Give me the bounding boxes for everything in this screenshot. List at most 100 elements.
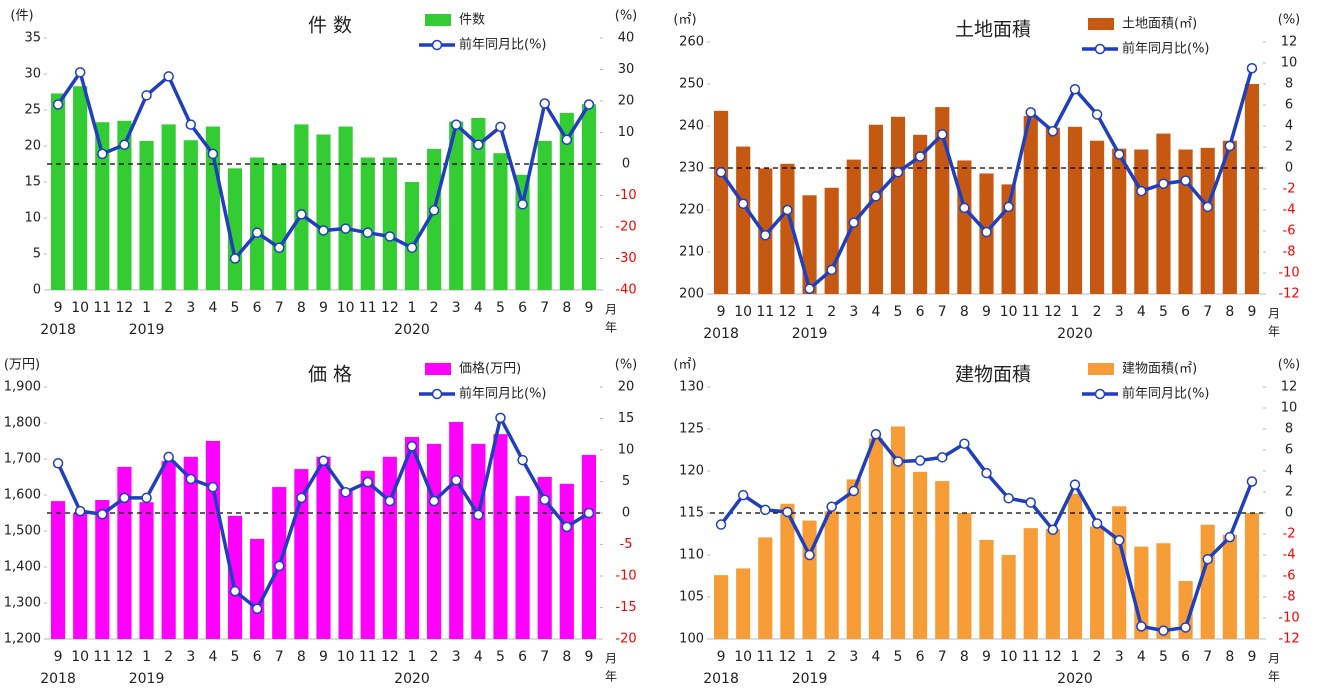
bar <box>1112 148 1127 294</box>
x-tick-label: 8 <box>297 300 306 316</box>
legend-label: 前年同月比(%) <box>459 37 547 53</box>
x-tick-label: 1 <box>408 300 417 316</box>
bar <box>404 182 420 290</box>
x-tick-label: 2 <box>1093 304 1102 320</box>
line-marker <box>870 429 882 440</box>
x-tick-label: 9 <box>1247 649 1256 665</box>
x-tick-label: 10 <box>71 649 89 665</box>
y-tick-label: 110 <box>679 548 704 563</box>
legend-marker <box>431 388 443 400</box>
x-group-label: 2019 <box>129 322 165 338</box>
line-marker <box>1047 126 1059 137</box>
line-marker <box>1091 109 1103 120</box>
legend-swatch <box>425 14 451 26</box>
legend-swatch <box>1088 18 1114 30</box>
y2-tick-label: 0 <box>622 157 630 172</box>
bar <box>493 434 508 639</box>
x-tick-label: 3 <box>849 304 858 320</box>
y2-unit: (%) <box>1278 358 1301 373</box>
line-marker <box>362 476 373 488</box>
line-marker <box>296 492 307 504</box>
line-marker <box>892 456 904 467</box>
bar <box>1178 149 1193 294</box>
y-tick-label: 20 <box>24 139 41 154</box>
x-tick-label: 2 <box>1093 649 1102 665</box>
bar <box>493 153 508 290</box>
y2-tick-label: -2 <box>1283 182 1296 197</box>
line-marker <box>760 504 771 516</box>
line-marker <box>1202 553 1213 565</box>
bar <box>227 515 243 639</box>
x-unit: 月 <box>605 652 617 666</box>
x-tick-label: 1 <box>142 300 151 316</box>
y2-tick-label: -4 <box>1283 203 1296 218</box>
bar <box>50 501 66 639</box>
x-tick-label: 3 <box>849 649 858 665</box>
bar <box>183 456 198 639</box>
line-marker <box>804 283 815 294</box>
bar <box>183 140 198 290</box>
line-marker <box>1113 149 1125 160</box>
x-tick-label: 10 <box>1000 304 1018 320</box>
bar <box>1222 534 1237 639</box>
bar <box>95 500 110 639</box>
y-unit: (㎡) <box>673 13 696 28</box>
line-marker <box>959 202 970 214</box>
x-unit: 年 <box>605 670 617 684</box>
x-unit: 月 <box>1268 652 1280 666</box>
x-tick-label: 9 <box>982 304 991 320</box>
x-tick-label: 5 <box>1159 649 1168 665</box>
bar <box>1090 140 1105 294</box>
x-tick-label: 4 <box>1137 304 1146 320</box>
line-marker <box>340 223 351 234</box>
bar <box>913 134 928 294</box>
line-marker <box>561 521 573 533</box>
bar <box>250 157 265 290</box>
x-tick-label: 12 <box>779 649 797 665</box>
y-tick-label: 15 <box>24 175 41 190</box>
bar <box>117 466 132 639</box>
x-tick-label: 12 <box>779 304 797 320</box>
bar <box>161 461 176 639</box>
x-tick-label: 1 <box>142 649 151 665</box>
line-marker <box>119 492 130 504</box>
bar <box>272 164 287 290</box>
bar <box>161 124 176 291</box>
x-tick-label: 2 <box>164 649 173 665</box>
line-marker <box>848 485 860 497</box>
bar <box>868 438 883 639</box>
y2-tick-label: 0 <box>1285 161 1293 176</box>
x-tick-label: 1 <box>805 649 814 665</box>
line-marker <box>737 489 749 501</box>
x-group-label: 2018 <box>703 671 739 687</box>
x-tick-label: 7 <box>938 649 947 665</box>
y2-tick-label: 2 <box>1285 140 1293 155</box>
y-tick-label: 25 <box>24 103 41 118</box>
line-marker <box>1136 185 1147 197</box>
x-tick-label: 9 <box>319 649 328 665</box>
x-tick-label: 8 <box>1225 304 1234 320</box>
x-tick-label: 7 <box>275 300 284 316</box>
x-tick-label: 1 <box>805 304 814 320</box>
bar <box>957 513 972 639</box>
bar <box>1045 528 1060 639</box>
chart-panel: 価 格 (万円) (%) 1,200 1,300 1,400 1,500 1,600 1,700… <box>4 358 637 688</box>
line-marker <box>959 438 970 449</box>
line-marker <box>318 225 329 236</box>
x-tick-label: 11 <box>756 304 774 320</box>
y2-unit: (%) <box>1278 13 1301 28</box>
line-marker <box>782 506 793 518</box>
line-marker <box>1091 518 1103 529</box>
y2-tick-label: 10 <box>618 125 635 140</box>
x-tick-label: 10 <box>337 300 355 316</box>
line-marker <box>539 98 550 109</box>
line-marker <box>450 474 462 486</box>
x-tick-label: 8 <box>1225 649 1234 665</box>
y2-tick-label: 0 <box>1285 506 1293 521</box>
line-marker <box>428 205 440 216</box>
legend-marker <box>431 39 443 51</box>
bar <box>935 481 950 639</box>
line-marker <box>1136 621 1147 632</box>
x-tick-label: 6 <box>253 300 262 316</box>
line-marker <box>163 71 174 82</box>
